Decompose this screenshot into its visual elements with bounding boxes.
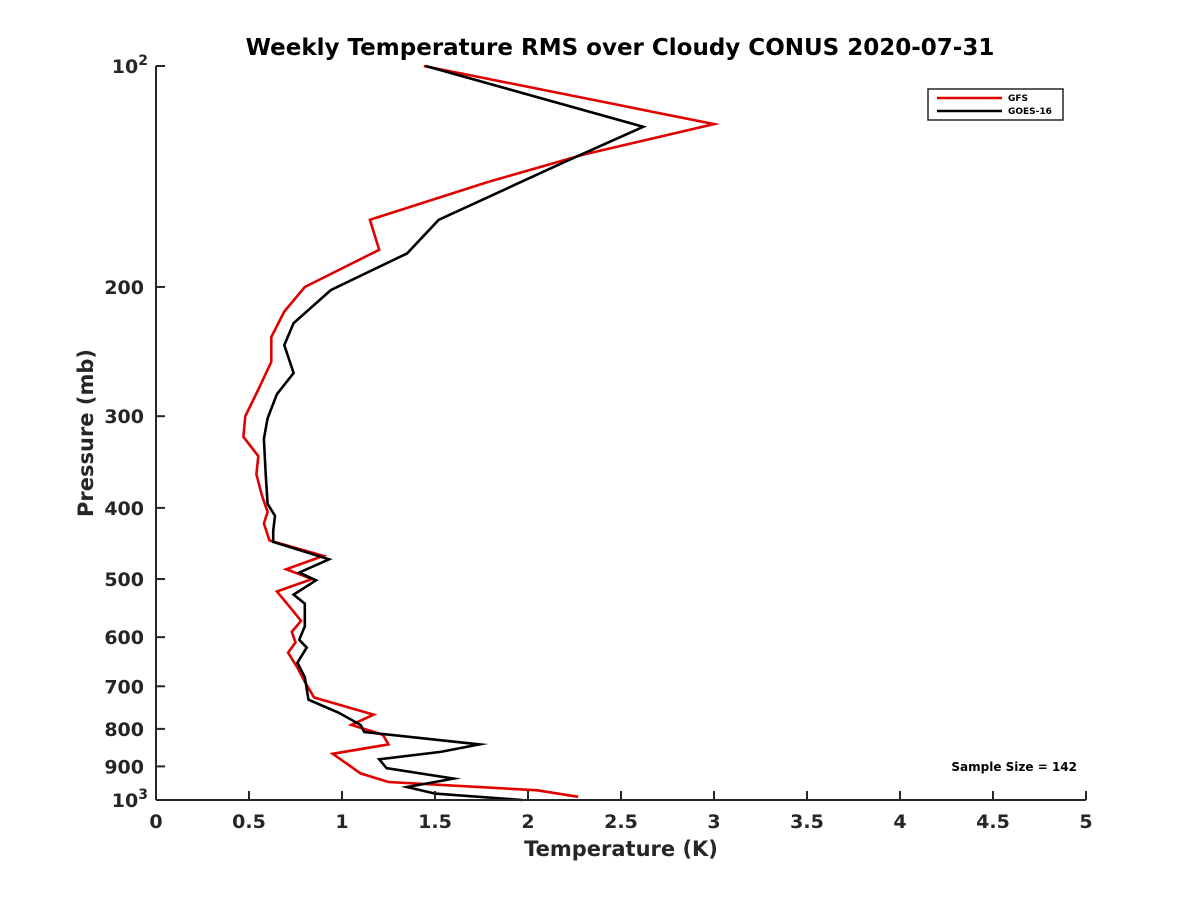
x-tick-label: 3.5: [790, 811, 824, 833]
x-axis-label: Temperature (K): [524, 837, 718, 861]
x-tick-label: 2: [521, 811, 534, 833]
x-tick-label: 0.5: [232, 811, 266, 833]
x-tick-label: 2.5: [604, 811, 638, 833]
y-tick-label: 900: [104, 756, 144, 778]
series-layer: [242, 64, 721, 802]
y-tick-label: 300: [104, 406, 144, 428]
y-tick-label: 102: [112, 53, 148, 78]
y-tick-label: 800: [104, 719, 144, 741]
y-tick-label: 500: [104, 569, 144, 591]
y-tick-label: 700: [104, 676, 144, 698]
plot-area: [156, 66, 1086, 800]
x-tick-label: 1: [335, 811, 348, 833]
y-axis-label: Pressure (mb): [74, 349, 98, 517]
x-tick-label: 1.5: [418, 811, 452, 833]
legend-label-goes-16: GOES-16: [1008, 107, 1052, 117]
x-tick-label: 0: [149, 811, 162, 833]
sample-size-note: Sample Size = 142: [951, 760, 1077, 774]
y-tick-label: 103: [112, 787, 148, 812]
legend: GFS GOES-16: [927, 88, 1064, 121]
chart-title: Weekly Temperature RMS over Cloudy CONUS…: [246, 35, 995, 61]
x-tick-label: 5: [1079, 811, 1092, 833]
axes-layer: 0 0.5 1 1.5 2 2.5 3 3.5 4 4.5 5 102 200 300 400 500 600 7…: [104, 53, 1092, 833]
series-line-gfs: [242, 64, 721, 799]
y-tick-label: 600: [104, 627, 144, 649]
x-tick-label: 3: [707, 811, 720, 833]
x-tick-label: 4: [893, 811, 906, 833]
legend-box: [927, 88, 1064, 121]
series-line-goes-16: [262, 64, 648, 802]
legend-label-gfs: GFS: [1008, 94, 1028, 104]
y-tick-label: 200: [104, 277, 144, 299]
x-tick-label: 4.5: [976, 811, 1010, 833]
y-tick-label: 400: [104, 498, 144, 520]
